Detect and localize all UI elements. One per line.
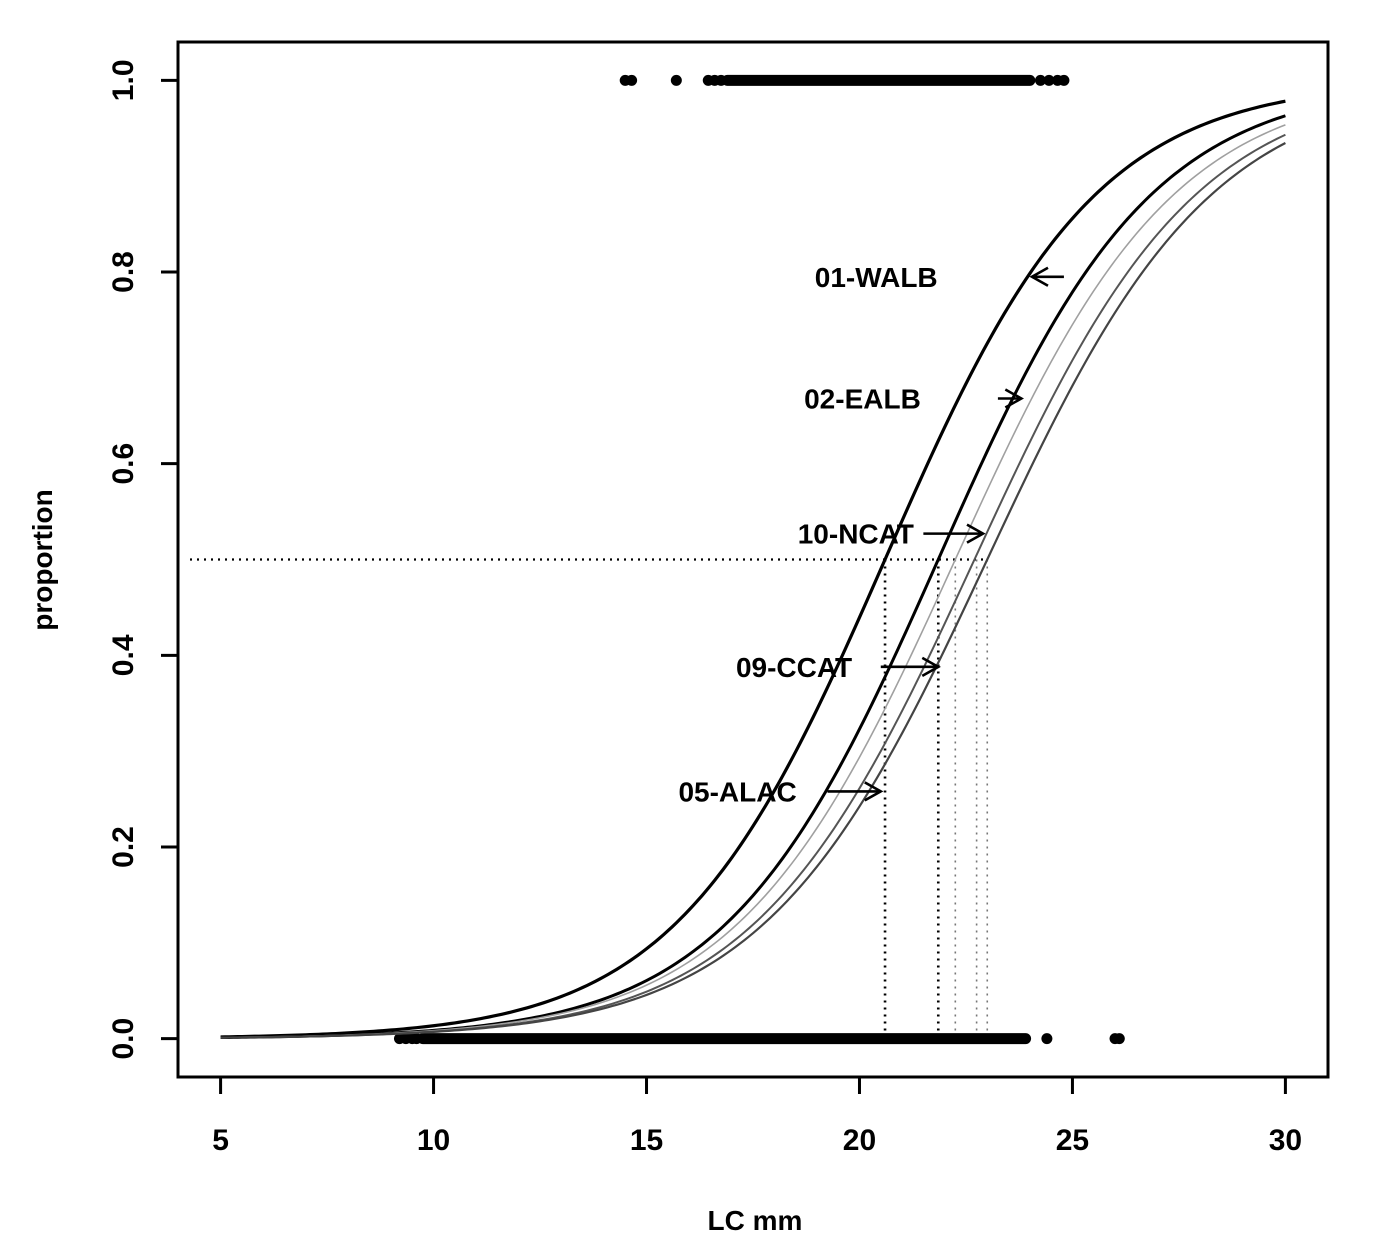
y-tick-label: 0.8 [107,251,140,293]
observation-point [715,74,727,86]
y-tick-label: 0.4 [107,634,140,676]
curve-10-ncat [220,124,1286,1039]
observation-points [393,74,1125,1045]
observation-point [626,74,638,86]
y-tick-label: 0.6 [107,443,140,485]
curve-label: 02-EALB [804,384,921,415]
x-tick-label: 30 [1269,1124,1302,1157]
observation-point [1035,74,1046,86]
arrow-head [921,656,941,677]
x-tick-label: 5 [212,1124,229,1157]
observation-point [1041,1033,1053,1045]
arrow-head [966,523,986,544]
y-tick-label: 0.0 [107,1018,140,1060]
curve-09-ccat [220,133,1286,1039]
observation-point [1113,1033,1125,1045]
x-axis-title: LC mm [708,1205,803,1236]
curve-05-alac [220,142,1286,1039]
curve-02-ealb [220,114,1286,1040]
curve-label: 09-CCAT [736,652,852,683]
curve-label: 05-ALAC [678,776,796,807]
arrow-head [1029,266,1049,287]
observation-point [1058,74,1070,86]
x-tick-label: 10 [417,1124,450,1157]
y-tick-label: 0.2 [107,826,140,868]
x-tick-label: 15 [630,1124,663,1157]
ogive-curves [220,99,1286,1040]
x-tick-label: 25 [1056,1124,1089,1157]
x-axis: 5 10 15 20 25 30 [212,1075,1302,1157]
observation-point [1043,74,1055,86]
observation-point [411,1033,423,1045]
plot-frame [176,40,1330,1079]
arrow-head [864,781,884,802]
observation-point [670,74,682,86]
curve-label: 10-NCAT [798,519,914,550]
curve-label: 01-WALB [815,262,938,293]
arrow-head [1004,388,1024,409]
y-axis: 0.0 0.2 0.4 0.6 0.8 1.0 [107,59,180,1060]
curve-01-walb [220,99,1286,1039]
l50-reference-lines [190,558,989,1039]
y-tick-label: 1.0 [107,59,140,101]
curve-annotations: 01-WALB 02-EALB 10-NCAT 09-CCAT 05-ALAC [678,262,1064,807]
x-tick-label: 20 [843,1124,876,1157]
y-axis-title: proportion [27,489,58,631]
